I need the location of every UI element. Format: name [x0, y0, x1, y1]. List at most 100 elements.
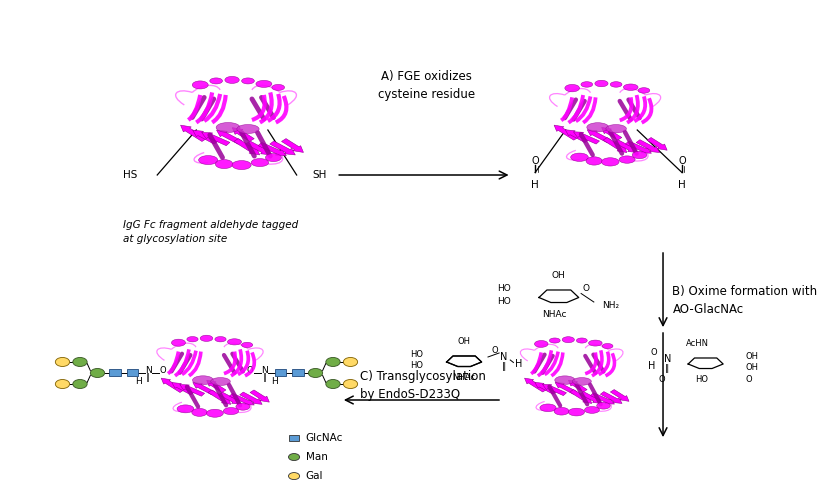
Text: OH: OH — [552, 271, 565, 280]
FancyArrow shape — [554, 125, 578, 140]
Text: O: O — [583, 285, 590, 294]
FancyArrow shape — [218, 392, 241, 404]
FancyArrow shape — [603, 137, 627, 152]
Text: H: H — [678, 180, 685, 190]
Polygon shape — [447, 356, 481, 367]
Ellipse shape — [638, 88, 650, 93]
Text: GlcNAc: GlcNAc — [306, 433, 343, 443]
Text: O: O — [659, 375, 665, 384]
Ellipse shape — [586, 157, 602, 165]
Ellipse shape — [215, 160, 233, 169]
Ellipse shape — [596, 402, 610, 409]
Ellipse shape — [595, 80, 608, 87]
Ellipse shape — [581, 82, 593, 87]
FancyArrow shape — [239, 392, 262, 404]
Ellipse shape — [554, 407, 569, 415]
Ellipse shape — [601, 158, 619, 166]
Bar — [127, 369, 138, 376]
FancyArrow shape — [258, 142, 286, 156]
Text: O: O — [532, 156, 539, 166]
Text: HO: HO — [696, 375, 708, 384]
Text: O: O — [678, 156, 685, 166]
FancyArrow shape — [636, 140, 659, 152]
FancyArrow shape — [611, 390, 629, 401]
Text: NHAc: NHAc — [453, 373, 475, 382]
FancyArrow shape — [234, 139, 260, 155]
Circle shape — [344, 357, 358, 366]
FancyArrow shape — [574, 132, 600, 144]
Ellipse shape — [587, 123, 609, 132]
Ellipse shape — [256, 81, 272, 88]
FancyArrow shape — [180, 384, 205, 396]
Circle shape — [288, 472, 300, 479]
FancyArrow shape — [543, 384, 566, 396]
FancyArrow shape — [601, 127, 622, 140]
FancyArrow shape — [555, 382, 577, 394]
FancyArrow shape — [614, 140, 638, 152]
Ellipse shape — [215, 337, 226, 342]
Ellipse shape — [223, 407, 239, 415]
Ellipse shape — [237, 125, 259, 134]
FancyArrow shape — [246, 141, 271, 155]
Ellipse shape — [207, 409, 223, 417]
Bar — [289, 435, 299, 441]
Text: C) Transglycosylation
by EndoS-D233Q: C) Transglycosylation by EndoS-D233Q — [360, 370, 486, 401]
FancyArrow shape — [208, 390, 231, 404]
Ellipse shape — [216, 123, 240, 133]
FancyArrow shape — [580, 392, 601, 403]
Text: Man: Man — [306, 452, 328, 462]
Ellipse shape — [534, 341, 548, 347]
Ellipse shape — [272, 85, 285, 91]
Text: ‖: ‖ — [501, 362, 506, 371]
Ellipse shape — [242, 78, 255, 84]
Text: A) FGE oxidizes
cysteine residue: A) FGE oxidizes cysteine residue — [378, 70, 475, 101]
Text: O: O — [247, 367, 254, 375]
Text: H: H — [531, 180, 539, 190]
Text: OH: OH — [745, 353, 759, 362]
Text: B) Oxime formation with
AO-GlacNAc: B) Oxime formation with AO-GlacNAc — [673, 285, 817, 316]
Ellipse shape — [602, 344, 613, 349]
Ellipse shape — [171, 339, 186, 346]
Circle shape — [308, 368, 323, 377]
Text: H: H — [270, 377, 277, 385]
FancyArrow shape — [229, 393, 255, 405]
Ellipse shape — [572, 378, 591, 385]
Text: HO: HO — [497, 297, 511, 306]
Text: HO: HO — [410, 361, 423, 370]
Circle shape — [326, 379, 340, 388]
Ellipse shape — [562, 337, 575, 343]
Ellipse shape — [236, 403, 249, 410]
Text: HS: HS — [123, 170, 138, 180]
FancyArrow shape — [217, 130, 242, 144]
Ellipse shape — [192, 408, 207, 416]
Ellipse shape — [192, 376, 213, 385]
Circle shape — [344, 379, 358, 388]
FancyArrow shape — [232, 128, 255, 141]
FancyArrow shape — [270, 141, 296, 155]
Ellipse shape — [623, 84, 638, 91]
Ellipse shape — [619, 156, 635, 163]
Circle shape — [326, 357, 340, 366]
Text: O: O — [491, 347, 497, 356]
Ellipse shape — [564, 85, 580, 92]
Ellipse shape — [570, 153, 588, 161]
Text: ‖: ‖ — [263, 374, 266, 382]
Ellipse shape — [225, 77, 239, 84]
FancyArrow shape — [181, 125, 207, 141]
Text: O: O — [160, 367, 166, 375]
Polygon shape — [688, 358, 723, 369]
Ellipse shape — [186, 337, 198, 342]
Text: HO: HO — [410, 351, 423, 360]
Text: O: O — [651, 349, 657, 358]
FancyArrow shape — [591, 393, 615, 404]
FancyArrow shape — [601, 392, 622, 403]
FancyArrow shape — [193, 383, 215, 395]
Ellipse shape — [589, 340, 602, 346]
Ellipse shape — [549, 338, 560, 343]
Text: NH₂: NH₂ — [602, 301, 620, 310]
FancyArrow shape — [172, 383, 194, 395]
Ellipse shape — [606, 125, 627, 133]
FancyArrow shape — [207, 380, 226, 392]
Ellipse shape — [251, 159, 269, 167]
Bar — [275, 369, 286, 376]
